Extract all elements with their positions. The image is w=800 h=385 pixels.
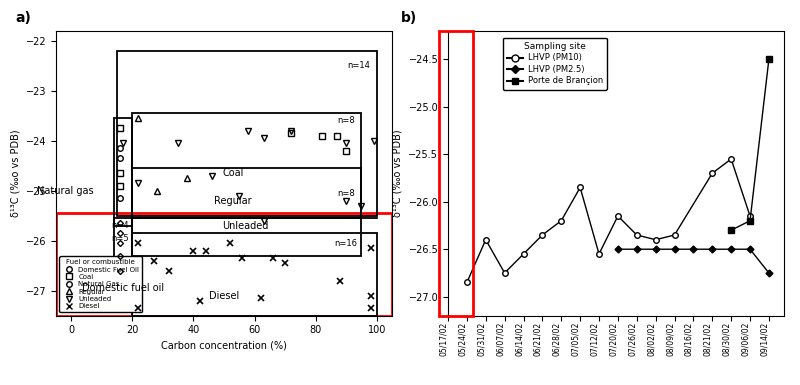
Text: Natural gas: Natural gas xyxy=(37,186,94,196)
Text: n=4: n=4 xyxy=(111,221,129,230)
Text: n=14: n=14 xyxy=(347,61,370,70)
Text: Diesel: Diesel xyxy=(209,291,239,301)
Y-axis label: δ¹³C (‰o vs PDB): δ¹³C (‰o vs PDB) xyxy=(393,129,403,217)
Legend: LHVP (PM10), LHVP (PM2.5), Porte de Brançion: LHVP (PM10), LHVP (PM2.5), Porte de Bran… xyxy=(502,38,607,90)
Text: a): a) xyxy=(16,11,31,25)
Bar xyxy=(132,233,377,316)
Text: b): b) xyxy=(401,11,418,25)
Text: Domestic fuel oil: Domestic fuel oil xyxy=(82,283,164,293)
Text: Unleaded: Unleaded xyxy=(222,221,269,231)
Text: n=8: n=8 xyxy=(338,189,355,198)
Y-axis label: δ¹³C (‰o vs PDB): δ¹³C (‰o vs PDB) xyxy=(10,129,20,217)
Bar xyxy=(132,113,362,218)
Legend: Domestic Fuel Oil, Coal, Natural Gas, Regular, Unleaded, Diesel: Domestic Fuel Oil, Coal, Natural Gas, Re… xyxy=(59,256,142,312)
Text: n=16: n=16 xyxy=(334,239,358,248)
Bar xyxy=(438,31,473,316)
Bar xyxy=(114,218,132,306)
X-axis label: Carbon concentration (%): Carbon concentration (%) xyxy=(161,341,287,351)
Text: n=8: n=8 xyxy=(338,116,355,125)
Bar xyxy=(114,118,132,226)
Text: n=5: n=5 xyxy=(111,234,129,243)
Bar xyxy=(132,168,362,256)
Text: Regular: Regular xyxy=(214,196,252,206)
Bar xyxy=(56,213,392,316)
Text: Coal: Coal xyxy=(222,168,244,178)
Bar xyxy=(117,51,377,216)
